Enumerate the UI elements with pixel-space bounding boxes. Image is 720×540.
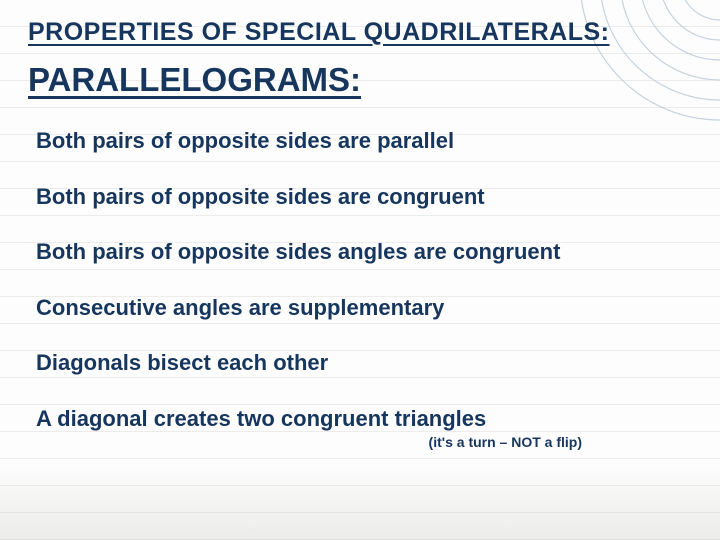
slide-title: PROPERTIES OF SPECIAL QUADRILATERALS: xyxy=(28,18,692,47)
slide-subtitle: PARALLELOGRAMS: xyxy=(28,61,692,99)
list-item: Consecutive angles are supplementary xyxy=(36,294,692,322)
list-item: Both pairs of opposite sides angles are … xyxy=(36,238,692,266)
list-item: A diagonal creates two congruent triangl… xyxy=(36,405,692,433)
list-item: Both pairs of opposite sides are congrue… xyxy=(36,183,692,211)
list-item: Both pairs of opposite sides are paralle… xyxy=(36,127,692,155)
slide-content: PROPERTIES OF SPECIAL QUADRILATERALS: PA… xyxy=(0,0,720,540)
footnote: (it's a turn – NOT a flip) xyxy=(28,434,692,450)
list-item: Diagonals bisect each other xyxy=(36,349,692,377)
property-list: Both pairs of opposite sides are paralle… xyxy=(28,127,692,432)
